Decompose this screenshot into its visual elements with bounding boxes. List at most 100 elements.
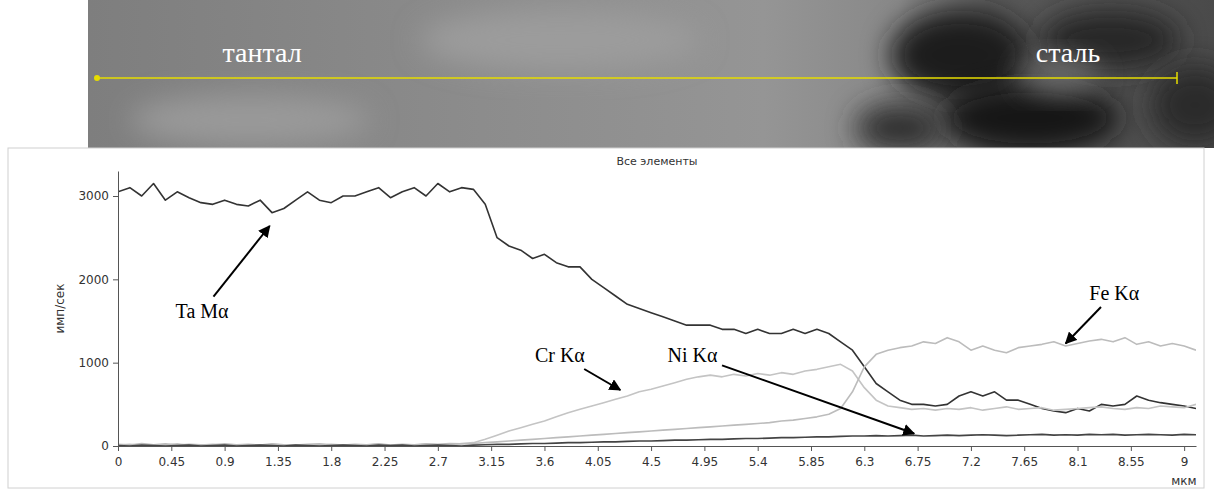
x-tick-label: 3.15 xyxy=(478,455,505,469)
x-tick-label: 2.7 xyxy=(429,455,448,469)
micrograph-texture xyxy=(130,95,370,145)
x-tick-mark xyxy=(171,446,172,451)
annotation-label: Fe Kα xyxy=(1089,282,1139,304)
x-tick: 0.9 xyxy=(216,446,235,469)
annotation-label: Cr Kα xyxy=(535,344,585,366)
x-tick-mark xyxy=(225,446,226,451)
annotation-arrow xyxy=(584,369,620,390)
y-tick-label: 0 xyxy=(101,439,109,453)
x-tick-label: 9 xyxy=(1181,455,1189,469)
series-line xyxy=(118,364,1196,445)
scan-line xyxy=(97,77,1177,79)
x-tick-label: 5.85 xyxy=(798,455,825,469)
x-tick: 7.65 xyxy=(1011,446,1038,469)
annotation-arrow xyxy=(1066,307,1101,344)
y-axis-line xyxy=(118,172,119,447)
x-tick-mark xyxy=(651,446,652,451)
x-tick-label: 0.45 xyxy=(158,455,185,469)
x-tick: 7.2 xyxy=(962,446,981,469)
series-line xyxy=(118,434,1196,446)
micrograph-texture xyxy=(855,103,945,148)
x-axis-line xyxy=(119,446,1197,447)
x-tick-mark xyxy=(971,446,972,451)
x-tick-mark xyxy=(118,446,119,451)
micrograph-texture xyxy=(1150,65,1214,145)
x-tick-label: 4.5 xyxy=(642,455,661,469)
x-tick-label: 5.4 xyxy=(749,455,768,469)
annotations: Ta Mα Cr Kα Fe Kα Ni Kα xyxy=(174,226,1142,434)
annotation-background xyxy=(666,344,720,366)
x-tick: 8.1 xyxy=(1068,446,1087,469)
x-tick: 1.8 xyxy=(322,446,341,469)
x-tick-mark xyxy=(811,446,812,451)
x-tick: 1.35 xyxy=(265,446,292,469)
y-tick: 1000 xyxy=(78,356,118,370)
x-tick-mark xyxy=(438,446,439,451)
x-tick-label: 1.8 xyxy=(322,455,341,469)
x-tick-mark xyxy=(758,446,759,451)
x-tick-label: 1.35 xyxy=(265,455,292,469)
x-tick: 8.55 xyxy=(1118,446,1145,469)
scan-end xyxy=(1176,72,1178,84)
x-tick: 4.95 xyxy=(692,446,719,469)
micrograph-texture xyxy=(420,10,700,70)
scan-start xyxy=(94,75,100,81)
x-tick: 6.3 xyxy=(855,446,874,469)
x-tick-label: 8.55 xyxy=(1118,455,1145,469)
x-axis: 0 0.45 0.9 1.35 1.8 2.25 2.7 3.15 3.6 4.05 4.5 4.95… xyxy=(115,446,1197,469)
x-tick-mark xyxy=(544,446,545,451)
annotation-label: Ta Mα xyxy=(176,300,229,322)
x-tick: 4.5 xyxy=(642,446,661,469)
lines xyxy=(118,184,1196,447)
annotation-label: Ni Kα xyxy=(668,344,718,366)
x-tick-label: 7.2 xyxy=(962,455,981,469)
x-tick-mark xyxy=(1184,446,1185,451)
x-tick: 2.7 xyxy=(429,446,448,469)
x-tick: 0.45 xyxy=(158,446,185,469)
y-tick-mark xyxy=(113,279,118,280)
x-tick: 3.15 xyxy=(478,446,505,469)
y-axis: 0 1000 2000 3000 xyxy=(78,172,118,454)
x-tick-label: 2.25 xyxy=(372,455,399,469)
x-tick-label: 7.65 xyxy=(1011,455,1038,469)
x-tick-mark xyxy=(1078,446,1079,451)
x-tick-label: 3.6 xyxy=(535,455,554,469)
y-tick: 3000 xyxy=(78,189,118,203)
y-tick-mark xyxy=(113,363,118,364)
y-tick: 0 xyxy=(101,439,118,453)
x-tick-label: 0.9 xyxy=(216,455,235,469)
micrograph-label: сталь xyxy=(1036,37,1100,68)
x-tick-mark xyxy=(1024,446,1025,451)
micrograph xyxy=(88,0,1214,148)
chart-frame xyxy=(8,148,1204,488)
y-tick-label: 3000 xyxy=(78,189,109,203)
x-tick-mark xyxy=(278,446,279,451)
x-tick: 6.75 xyxy=(905,446,932,469)
series-line xyxy=(118,184,1196,413)
x-tick: 9 xyxy=(1181,446,1189,469)
x-tick-mark xyxy=(1131,446,1132,451)
x-axis-title: мкм xyxy=(1171,474,1196,488)
x-tick: 5.85 xyxy=(798,446,825,469)
x-tick-mark xyxy=(864,446,865,451)
annotation-arrow xyxy=(722,365,914,433)
x-tick-label: 6.3 xyxy=(855,455,874,469)
micrograph-label: тантал xyxy=(222,37,301,68)
annotation-background xyxy=(174,300,231,322)
x-tick-label: 8.1 xyxy=(1068,455,1087,469)
x-tick-label: 6.75 xyxy=(905,455,932,469)
x-tick: 0 xyxy=(115,446,123,469)
x-tick: 4.05 xyxy=(585,446,612,469)
x-tick-mark xyxy=(385,446,386,451)
x-tick-mark xyxy=(491,446,492,451)
y-tick: 2000 xyxy=(78,273,118,287)
x-tick-mark xyxy=(598,446,599,451)
y-axis-title: имп/сек xyxy=(53,284,67,334)
chart-title: Все элементы xyxy=(616,155,697,168)
annotation-arrow xyxy=(213,226,269,297)
x-tick-label: 4.95 xyxy=(692,455,719,469)
x-tick-label: 4.05 xyxy=(585,455,612,469)
x-tick: 2.25 xyxy=(372,446,399,469)
annotation-background xyxy=(1087,282,1141,304)
y-tick-label: 2000 xyxy=(78,273,109,287)
